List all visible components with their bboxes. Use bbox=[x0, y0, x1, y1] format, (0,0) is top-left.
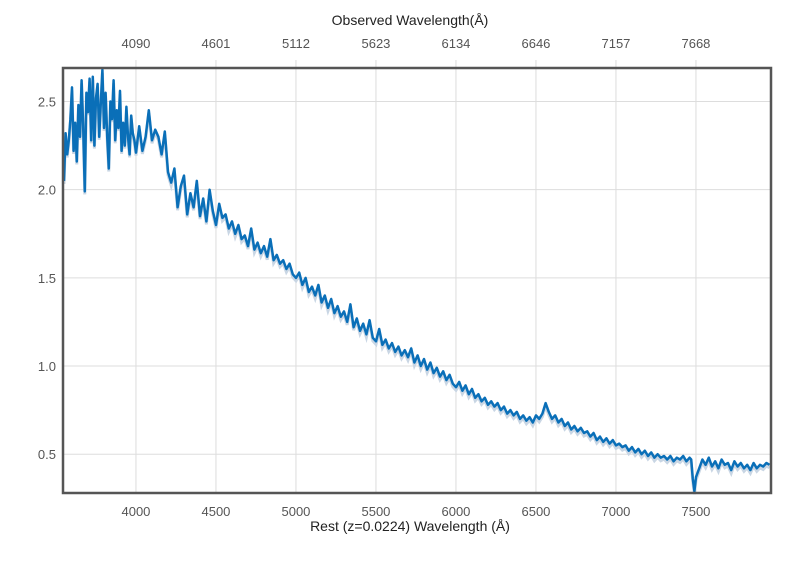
spectrum-line-shadow bbox=[63, 72, 771, 495]
x-tick-label: 6000 bbox=[441, 504, 470, 519]
x-axis-title: Rest (z=0.0224) Wavelength (Å) bbox=[310, 518, 510, 534]
series-layer bbox=[63, 68, 771, 495]
x-tick-label: 6500 bbox=[521, 504, 550, 519]
x-axis-ticks: 4000 4500 5000 5500 6000 6500 7000 7500 bbox=[121, 504, 710, 519]
x2-tick-label: 6134 bbox=[441, 36, 470, 51]
x-tick-label: 7500 bbox=[681, 504, 710, 519]
y-tick-label: 2.0 bbox=[38, 183, 56, 198]
x2-axis-ticks: 4090 4601 5112 5623 6134 6646 7157 7668 bbox=[121, 36, 710, 51]
y-tick-label: 1.5 bbox=[38, 271, 56, 286]
y-tick-label: 1.0 bbox=[38, 359, 56, 374]
x-tick-label: 4000 bbox=[121, 504, 150, 519]
x2-tick-label: 5623 bbox=[361, 36, 390, 51]
plot-frame bbox=[61, 66, 773, 495]
x2-tick-label: 4090 bbox=[121, 36, 150, 51]
x2-axis-title: Observed Wavelength(Å) bbox=[332, 12, 489, 28]
y-tick-label: 0.5 bbox=[38, 447, 56, 462]
x2-tick-label: 5112 bbox=[282, 36, 310, 51]
x2-tick-label: 6646 bbox=[521, 36, 550, 51]
x-tick-label: 7000 bbox=[601, 504, 630, 519]
x-tick-label: 5000 bbox=[281, 504, 310, 519]
x2-tick-label: 4601 bbox=[201, 36, 230, 51]
x2-tick-label: 7157 bbox=[601, 36, 630, 51]
spectrum-line bbox=[63, 68, 771, 493]
y-axis-ticks: 0.5 1.0 1.5 2.0 2.5 bbox=[38, 95, 56, 463]
x2-tick-label: 7668 bbox=[681, 36, 710, 51]
x-tick-label: 4500 bbox=[201, 504, 230, 519]
y-tick-label: 2.5 bbox=[38, 95, 56, 110]
grid-layer bbox=[63, 60, 771, 493]
x-tick-label: 5500 bbox=[361, 504, 390, 519]
